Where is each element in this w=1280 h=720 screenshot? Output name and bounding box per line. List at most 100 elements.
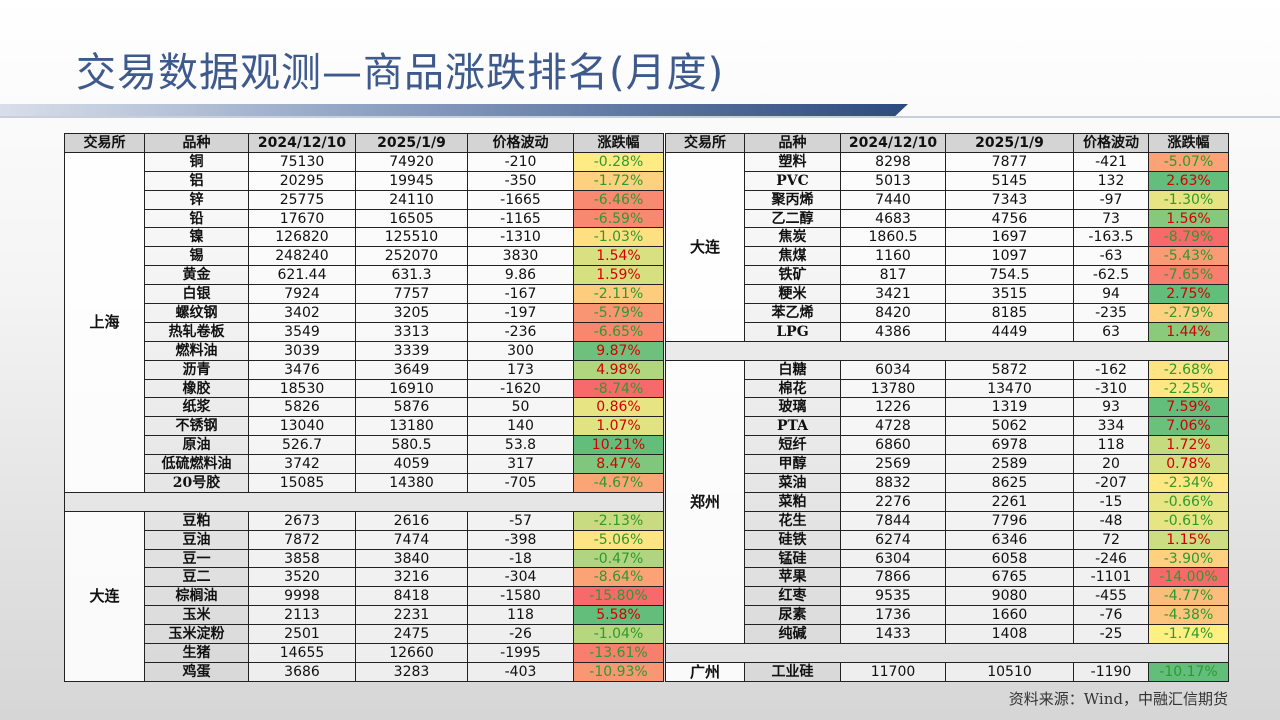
price-end-cell: 5872 xyxy=(945,359,1074,380)
variety-cell: 铁矿 xyxy=(744,265,841,286)
change-pct-cell: 1.15% xyxy=(1148,529,1229,550)
price-start-cell: 2113 xyxy=(248,605,356,626)
table-row: 玉米 2113 2231 118 5.58% xyxy=(65,605,664,626)
variety-cell: 不锈钢 xyxy=(144,416,249,437)
price-change-cell: -310 xyxy=(1073,378,1149,399)
price-change-cell: 317 xyxy=(467,454,574,475)
header-price-start: 2024/12/10 xyxy=(248,133,356,153)
change-pct-cell: -15.80% xyxy=(573,586,664,607)
price-start-cell: 18530 xyxy=(248,378,356,399)
price-change-cell: -62.5 xyxy=(1073,265,1149,286)
header-price-change: 价格波动 xyxy=(1073,133,1149,153)
change-pct-cell: -13.61% xyxy=(573,643,664,663)
price-change-cell: -235 xyxy=(1073,303,1149,323)
source-note: 资料来源：Wind，中融汇信期货 xyxy=(1008,690,1228,708)
price-start-cell: 9535 xyxy=(840,586,946,607)
table-row: 纸浆 5826 5876 50 0.86% xyxy=(65,397,664,418)
price-start-cell: 3686 xyxy=(248,661,356,682)
change-pct-cell: -5.43% xyxy=(1148,246,1229,267)
change-pct-cell: -0.47% xyxy=(573,548,664,569)
price-start-cell: 14655 xyxy=(248,643,356,663)
price-change-cell: 53.8 xyxy=(467,435,574,456)
table-row: 螺纹钢 3402 3205 -197 -5.79% xyxy=(65,303,664,323)
variety-cell: 玉米 xyxy=(144,605,249,626)
change-pct-cell: -6.46% xyxy=(573,189,664,210)
change-pct-cell: -8.74% xyxy=(573,378,664,399)
variety-cell: 镍 xyxy=(144,227,249,248)
variety-cell: 工业硅 xyxy=(744,661,841,682)
price-start-cell: 20295 xyxy=(248,170,356,191)
table-row: 豆油 7872 7474 -398 -5.06% xyxy=(65,529,664,550)
price-start-cell: 2276 xyxy=(840,491,946,512)
variety-cell: 纸浆 xyxy=(144,397,249,418)
variety-cell: 铅 xyxy=(144,208,249,229)
price-end-cell: 2231 xyxy=(355,605,468,626)
table-row: 热轧卷板 3549 3313 -236 -6.65% xyxy=(65,321,664,342)
change-pct-cell: 0.86% xyxy=(573,397,664,418)
price-end-cell: 3840 xyxy=(355,548,468,569)
price-start-cell: 1433 xyxy=(840,624,946,645)
price-end-cell: 19945 xyxy=(355,170,468,191)
price-end-cell: 16910 xyxy=(355,378,468,399)
price-start-cell: 5826 xyxy=(248,397,356,418)
price-start-cell: 126820 xyxy=(248,227,356,248)
change-pct-cell: -4.77% xyxy=(1148,586,1229,607)
change-pct-cell: -4.67% xyxy=(573,473,664,493)
change-pct-cell: 8.47% xyxy=(573,454,664,475)
change-pct-cell: 1.07% xyxy=(573,416,664,437)
price-start-cell: 4683 xyxy=(840,208,946,229)
variety-cell: 苯乙烯 xyxy=(744,303,841,323)
price-start-cell: 817 xyxy=(840,265,946,286)
change-pct-cell: -8.64% xyxy=(573,567,664,588)
table-row: 棕榈油 9998 8418 -1580 -15.80% xyxy=(65,586,664,607)
variety-cell: 苹果 xyxy=(744,567,841,588)
price-change-cell: -1165 xyxy=(467,208,574,229)
price-change-cell: -455 xyxy=(1073,586,1149,607)
title-accent-bar xyxy=(0,104,908,116)
table-row: 镍 126820 125510 -1310 -1.03% xyxy=(65,227,664,248)
price-change-cell: 132 xyxy=(1073,170,1149,191)
price-change-cell: -246 xyxy=(1073,548,1149,569)
price-end-cell: 74920 xyxy=(355,151,468,172)
variety-cell: 焦炭 xyxy=(744,227,841,248)
spacer-row xyxy=(64,491,664,512)
exchange-cell: 郑州 xyxy=(665,359,745,645)
price-start-cell: 17670 xyxy=(248,208,356,229)
table-row: 甲醇 2569 2589 20 0.78% xyxy=(666,454,1229,475)
variety-cell: 焦煤 xyxy=(744,246,841,267)
table-row: 广州 工业硅 11700 10510 -1190 -10.17% xyxy=(665,661,1229,682)
price-start-cell: 621.44 xyxy=(248,265,356,286)
header-change-pct: 涨跌幅 xyxy=(1148,133,1229,153)
table-row: 大连 豆粕 2673 2616 -57 -2.13% xyxy=(64,510,664,682)
table-row: 玻璃 1226 1319 93 7.59% xyxy=(666,397,1229,418)
right-ranking-table: 交易所 品种 2024/12/10 2025/1/9 价格波动 涨跌幅 大连 塑料 8298 78… xyxy=(665,133,1229,682)
table-row: 上海铜 75130 74920 -210 -0.28% xyxy=(64,151,664,493)
header-exchange: 交易所 xyxy=(64,133,145,153)
price-end-cell: 4059 xyxy=(355,454,468,475)
variety-cell: PVC xyxy=(744,170,841,191)
price-start-cell: 1160 xyxy=(840,246,946,267)
page-title: 交易数据观测—商品涨跌排名(月度) xyxy=(76,50,725,96)
price-change-cell: -1101 xyxy=(1073,567,1149,588)
price-change-cell: -167 xyxy=(467,284,574,305)
price-end-cell: 1660 xyxy=(945,605,1074,626)
price-end-cell: 1408 xyxy=(945,624,1074,645)
price-end-cell: 3515 xyxy=(945,284,1074,305)
table-row: 大连 塑料 8298 7877 -421 -5.07% xyxy=(665,151,1229,342)
price-end-cell: 16505 xyxy=(355,208,468,229)
change-pct-cell: -2.68% xyxy=(1148,359,1229,380)
exchange-cell: 上海 xyxy=(64,151,145,493)
change-pct-cell: 1.54% xyxy=(573,246,664,267)
price-start-cell: 3039 xyxy=(248,340,356,361)
price-end-cell: 14380 xyxy=(355,473,468,493)
price-end-cell: 4756 xyxy=(945,208,1074,229)
table-row: 乙二醇 4683 4756 73 1.56% xyxy=(666,208,1229,229)
price-start-cell: 3549 xyxy=(248,321,356,342)
change-pct-cell: -2.34% xyxy=(1148,473,1229,493)
variety-cell: 豆一 xyxy=(144,548,249,569)
price-change-cell: -163.5 xyxy=(1073,227,1149,248)
table-row: 菜油 8832 8625 -207 -2.34% xyxy=(666,473,1229,493)
header-price-end: 2025/1/9 xyxy=(355,133,468,153)
variety-cell: 白糖 xyxy=(744,359,841,380)
price-start-cell: 3742 xyxy=(248,454,356,475)
